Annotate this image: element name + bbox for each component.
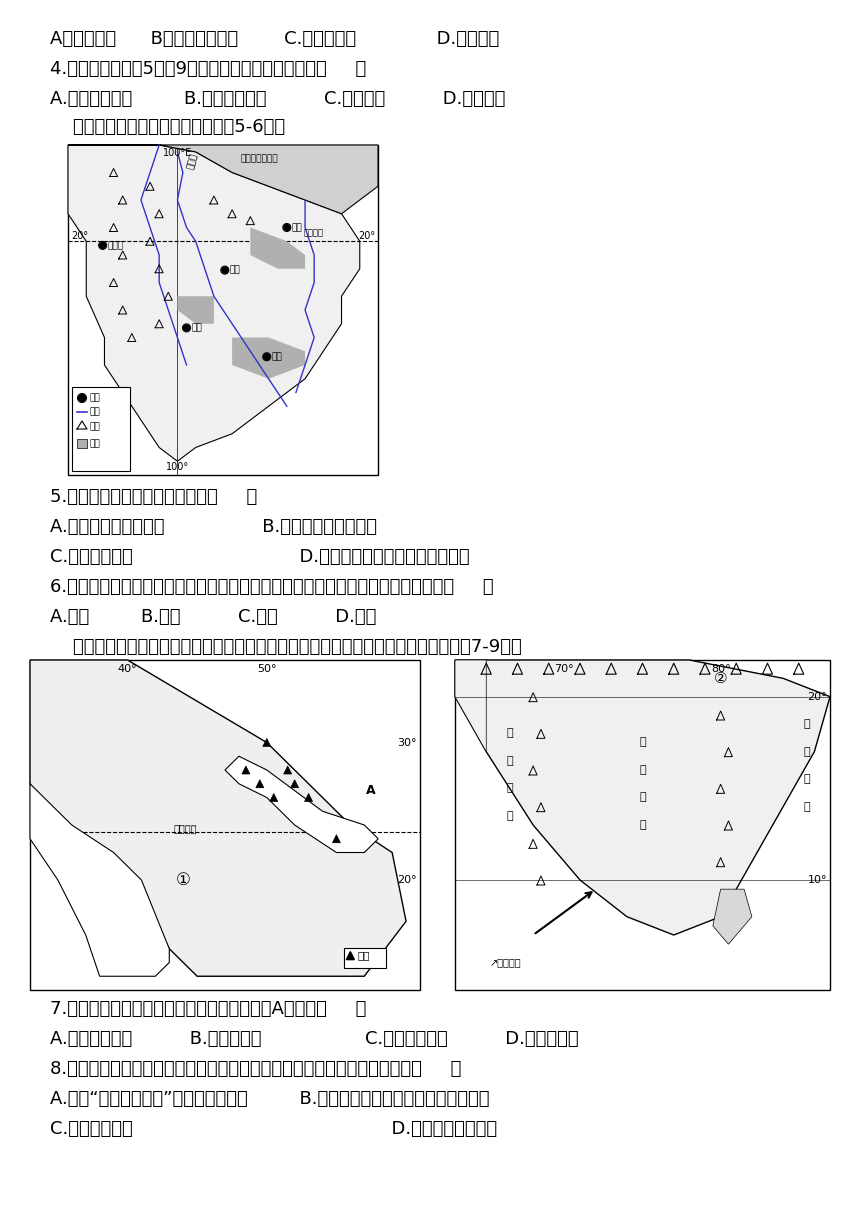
Text: 孟: 孟 xyxy=(803,719,810,730)
Text: 万象: 万象 xyxy=(230,265,241,275)
Text: A.地处“五海三洲之地”，战略地位重要         B.争夺丰富的石油资源和有限的水资源: A.地处“五海三洲之地”，战略地位重要 B.争夺丰富的石油资源和有限的水资源 xyxy=(50,1090,489,1108)
Polygon shape xyxy=(333,834,341,843)
Polygon shape xyxy=(30,660,406,976)
Text: A．南非高原      B．撒哈拉大沙漠        C.东非大裂谷              D.刚果盆地: A．南非高原 B．撒哈拉大沙漠 C.东非大裂谷 D.刚果盆地 xyxy=(50,30,500,47)
Text: 中华人民共和国: 中华人民共和国 xyxy=(241,154,279,163)
Polygon shape xyxy=(250,227,305,269)
Polygon shape xyxy=(304,794,312,801)
Text: 曼谷: 曼谷 xyxy=(192,323,202,332)
Text: 30°: 30° xyxy=(397,737,417,748)
Text: 澜沧江: 澜沧江 xyxy=(187,152,200,170)
Bar xyxy=(77,439,87,447)
Text: 内比都: 内比都 xyxy=(108,241,124,249)
Polygon shape xyxy=(225,756,378,852)
Text: 金边: 金边 xyxy=(272,353,283,361)
Text: 河内: 河内 xyxy=(292,223,303,232)
Text: 70°: 70° xyxy=(555,664,574,674)
Text: 6.我国某经贸公司从东南亚进口一批当地优势农产品，下列农产品中最有可能的是（     ）: 6.我国某经贸公司从东南亚进口一批当地优势农产品，下列农产品中最有可能的是（ ） xyxy=(50,578,494,596)
Bar xyxy=(455,660,830,990)
Text: 7.若有一批原油从西亚地区运往上海，经过的A海峡是（     ）: 7.若有一批原油从西亚地区运往上海，经过的A海峡是（ ） xyxy=(50,1000,366,1018)
Polygon shape xyxy=(68,145,378,214)
Text: 8.导致西亚地区冲突不断的因素很多，下列各选项中不属于其主要原因的是（     ）: 8.导致西亚地区冲突不断的因素很多，下列各选项中不属于其主要原因的是（ ） xyxy=(50,1060,461,1079)
Polygon shape xyxy=(270,794,278,801)
Polygon shape xyxy=(30,784,169,976)
Text: 40°: 40° xyxy=(118,664,138,674)
Bar xyxy=(72,387,130,471)
Text: 10°: 10° xyxy=(808,876,827,885)
Text: A.便于集中管理         B.便于获得水源          C.避开山洪          D.避开高温: A.便于集中管理 B.便于获得水源 C.避开山洪 D.避开高温 xyxy=(50,90,506,108)
Text: 100°E: 100°E xyxy=(163,148,192,158)
Polygon shape xyxy=(242,766,250,775)
Polygon shape xyxy=(263,738,271,747)
Polygon shape xyxy=(284,766,292,775)
Text: A: A xyxy=(366,784,376,798)
Text: 读中南半岛示意图（右图），完成5-6题。: 读中南半岛示意图（右图），完成5-6题。 xyxy=(50,118,286,136)
Text: 湾: 湾 xyxy=(803,801,810,811)
Text: 80°: 80° xyxy=(711,664,730,674)
Polygon shape xyxy=(713,889,752,944)
Text: 伯: 伯 xyxy=(507,783,513,793)
Bar xyxy=(30,660,420,990)
Polygon shape xyxy=(455,660,830,935)
Circle shape xyxy=(264,354,270,360)
Polygon shape xyxy=(177,297,214,323)
Text: 加: 加 xyxy=(803,747,810,756)
Circle shape xyxy=(78,394,85,401)
Text: ↗盛行风向: ↗盛行风向 xyxy=(489,957,521,968)
Circle shape xyxy=(284,225,290,231)
Text: 北回归线: 北回归线 xyxy=(173,823,197,834)
Polygon shape xyxy=(232,338,305,378)
Text: A.霍尔木兹海峡          B.马六甲海峡                  C.直布罗陀海峡          D.土耳其海峡: A.霍尔木兹海峡 B.马六甲海峡 C.直布罗陀海峡 D.土耳其海峡 xyxy=(50,1030,579,1048)
Text: C.宗教信仰差异                                             D.农业以畜牧业为主: C.宗教信仰差异 D.农业以畜牧业为主 xyxy=(50,1120,497,1138)
Text: 西亚和南亚一直是世界热点之一，读西亚（左图）和南亚（右图）局部地区图，完成7-9题。: 西亚和南亚一直是世界热点之一，读西亚（左图）和南亚（右图）局部地区图，完成7-9… xyxy=(50,638,522,655)
Text: C.地势北高南低                             D.城市主要分布在河口三角洲地区: C.地势北高南低 D.城市主要分布在河口三角洲地区 xyxy=(50,548,470,565)
Text: 20°: 20° xyxy=(71,231,88,241)
Text: 原: 原 xyxy=(639,820,646,831)
Text: 20°: 20° xyxy=(397,876,417,885)
Text: A.山河相间，纵列分布                 B.以热带雨林气候为主: A.山河相间，纵列分布 B.以热带雨林气候为主 xyxy=(50,518,377,536)
Circle shape xyxy=(183,325,189,331)
Text: A.香蕉         B.苹果          C.小麦          D.棉花: A.香蕉 B.苹果 C.小麦 D.棉花 xyxy=(50,608,377,626)
Polygon shape xyxy=(291,779,298,788)
Text: 拉: 拉 xyxy=(803,775,810,784)
Text: 100°: 100° xyxy=(166,462,189,472)
Text: 阿: 阿 xyxy=(507,728,513,738)
Text: 河流: 河流 xyxy=(89,407,100,417)
Text: 德: 德 xyxy=(639,737,646,748)
Text: 北回归线: 北回归线 xyxy=(304,229,323,237)
Polygon shape xyxy=(347,952,354,959)
Text: 城市: 城市 xyxy=(89,394,100,402)
Text: 海: 海 xyxy=(507,811,513,821)
Circle shape xyxy=(100,242,106,248)
Bar xyxy=(344,947,386,968)
Circle shape xyxy=(222,268,228,274)
Polygon shape xyxy=(68,145,359,461)
Text: 20°: 20° xyxy=(808,692,827,702)
Text: ①: ① xyxy=(175,871,191,889)
Text: 山脉: 山脉 xyxy=(89,422,100,432)
Text: 石油: 石油 xyxy=(358,951,370,961)
Text: 20°: 20° xyxy=(358,231,375,241)
Text: 干: 干 xyxy=(639,765,646,775)
Polygon shape xyxy=(255,779,264,788)
Text: 平原: 平原 xyxy=(89,439,100,449)
Text: 高: 高 xyxy=(639,793,646,803)
Text: ②: ② xyxy=(714,671,728,686)
Text: 50°: 50° xyxy=(257,664,277,674)
Bar xyxy=(68,145,378,475)
Text: 4.鱼河大峡谷只在5月到9月向游客开放，主要是为了（     ）: 4.鱼河大峡谷只在5月到9月向游客开放，主要是为了（ ） xyxy=(50,60,366,78)
Text: 5.关于该半岛的叙述，错误的是（     ）: 5.关于该半岛的叙述，错误的是（ ） xyxy=(50,488,257,506)
Polygon shape xyxy=(455,660,486,751)
Text: 拉: 拉 xyxy=(507,756,513,766)
